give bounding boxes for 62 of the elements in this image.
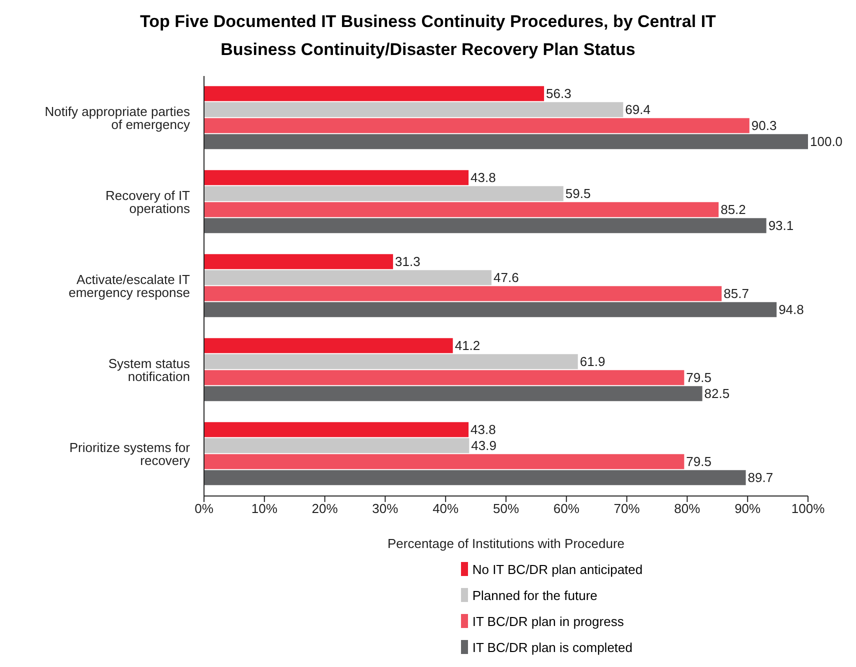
data-label: 90.3: [751, 118, 777, 134]
bar: [204, 438, 470, 454]
bar: [204, 270, 492, 286]
x-axis-title: Percentage of Institutions with Procedure: [387, 536, 625, 551]
data-label: 69.4: [625, 102, 650, 118]
data-label: 82.5: [704, 386, 730, 402]
bar: [204, 218, 766, 234]
legend-label: IT BC/DR plan in progress: [472, 614, 624, 628]
data-label: 100.0: [810, 134, 843, 150]
bar: [204, 118, 750, 134]
data-label: 85.2: [720, 202, 746, 218]
y-tick-label: System status notification: [108, 356, 190, 384]
data-label: 79.5: [686, 370, 712, 386]
bar: [204, 354, 578, 370]
x-tick-label: 100%: [791, 501, 826, 516]
bar: [204, 102, 624, 118]
y-tick-label: Activate/escalate IT emergency response: [68, 272, 190, 300]
x-tick-label: 50%: [492, 501, 520, 516]
legend-label: No IT BC/DR plan anticipated: [472, 562, 643, 576]
data-label: 61.9: [580, 354, 606, 370]
y-tick-label: Prioritize systems for recovery: [69, 440, 191, 468]
x-tick-label: 80%: [674, 501, 701, 516]
x-tick-label: 10%: [251, 501, 278, 516]
bar: [204, 170, 469, 186]
data-label: 41.2: [454, 338, 480, 354]
bar: [204, 286, 722, 302]
bar: [204, 254, 394, 270]
x-tick-label: 0%: [194, 501, 214, 516]
data-label: 56.3: [546, 86, 572, 102]
data-label: 59.5: [565, 186, 591, 202]
bar: [204, 86, 544, 102]
x-tick-label: 90%: [734, 501, 762, 516]
y-tick-label: Recovery of IT operations: [105, 188, 190, 216]
bar: [204, 422, 469, 438]
data-label: 79.5: [686, 454, 712, 470]
data-label: 89.7: [748, 470, 774, 486]
y-tick-label: Notify appropriate parties of emergency: [44, 104, 190, 132]
bar: [204, 134, 808, 150]
bar: [204, 202, 719, 218]
bar: [204, 186, 564, 202]
x-tick-label: 40%: [432, 501, 460, 516]
x-tick-label: 20%: [312, 501, 338, 516]
bar: [204, 454, 684, 470]
data-label: 47.6: [494, 270, 519, 286]
data-label: 85.7: [724, 286, 749, 302]
x-tick-label: 60%: [553, 501, 580, 516]
data-label: 94.8: [778, 302, 804, 318]
legend-label: IT BC/DR plan is completed: [472, 640, 633, 654]
data-label: 43.8: [470, 170, 496, 186]
data-label: 31.3: [395, 254, 420, 270]
bar: [204, 370, 684, 386]
data-label: 43.8: [470, 422, 496, 438]
x-tick-label: 70%: [614, 501, 640, 516]
bar: [204, 470, 746, 486]
data-label: 93.1: [768, 218, 794, 234]
bar: [204, 386, 702, 402]
bar: [204, 302, 777, 318]
chart-title: Top Five Documented IT Business Continuity Procedures, by Central IT Business Continuity/Disaster Recovery Plan Status: [139, 11, 717, 61]
bar: [204, 338, 453, 354]
legend-label: Planned for the future: [472, 588, 598, 602]
data-label: 43.9: [471, 438, 496, 454]
x-tick-label: 30%: [372, 501, 399, 516]
